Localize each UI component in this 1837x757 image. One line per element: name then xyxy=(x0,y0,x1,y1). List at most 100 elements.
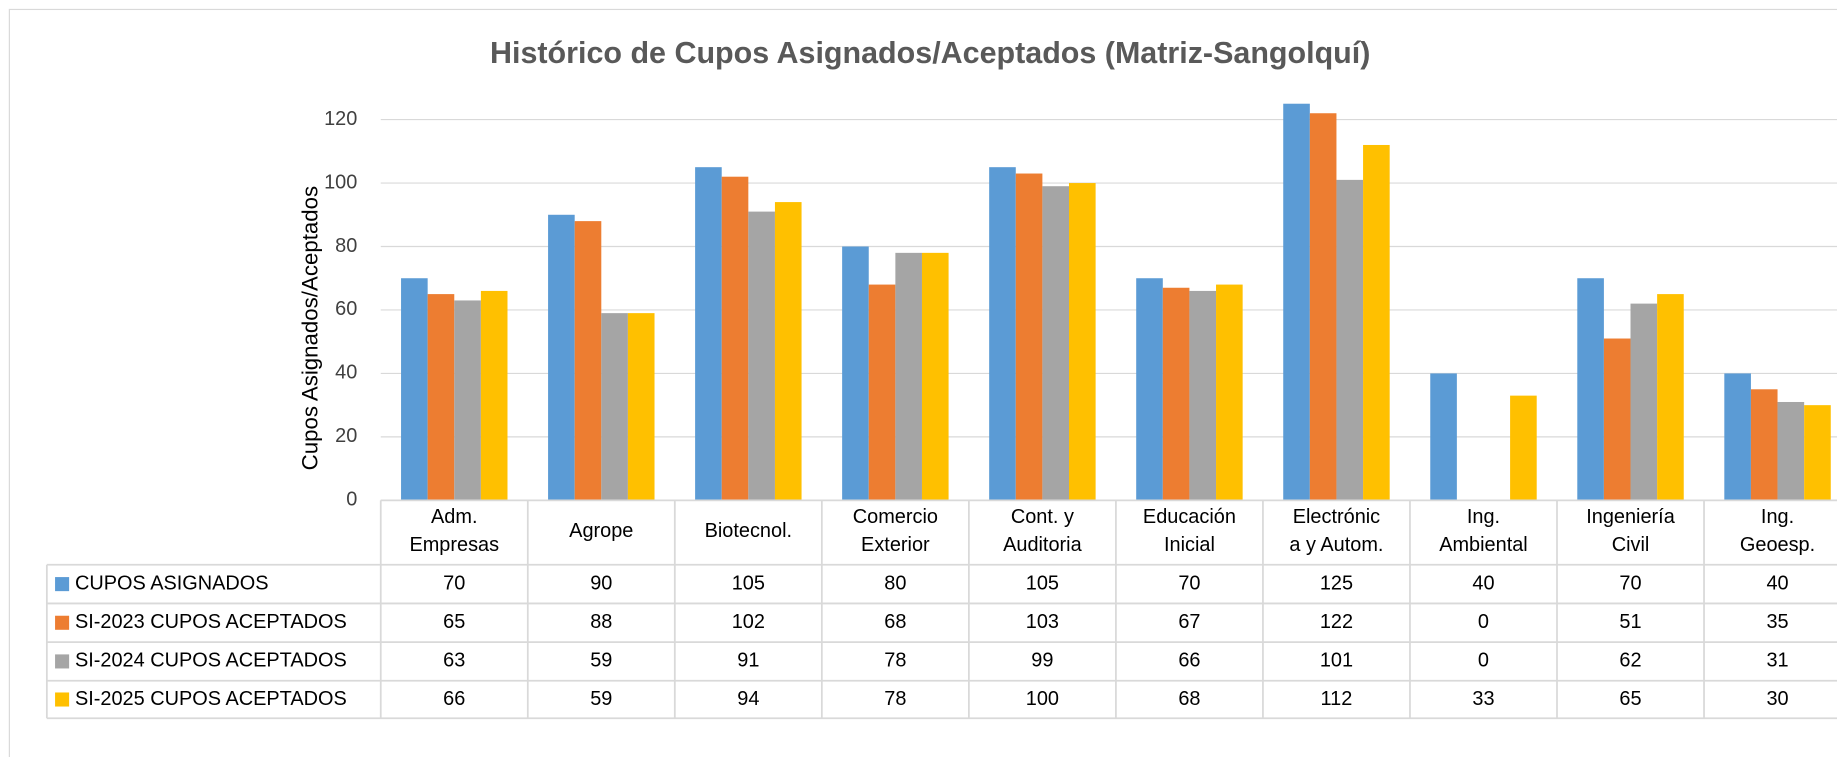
x-tick-label: Comercio Exterior xyxy=(853,506,938,556)
legend-label: CUPOS ASIGNADOS xyxy=(75,572,269,594)
bar xyxy=(1309,113,1337,501)
table-cell: 78 xyxy=(884,688,906,710)
table-cell: 40 xyxy=(1472,572,1494,594)
bar xyxy=(601,313,628,501)
bar xyxy=(548,214,575,501)
bar xyxy=(721,176,749,501)
x-tick-label: Adm. Empresas xyxy=(409,506,499,556)
bar xyxy=(1630,303,1658,501)
table-cell: 68 xyxy=(884,611,906,633)
y-tick-label: 80 xyxy=(335,235,357,257)
bar xyxy=(1603,338,1631,501)
legend-swatch xyxy=(55,577,70,592)
y-tick-label: 20 xyxy=(335,425,357,447)
bar xyxy=(1136,278,1163,501)
x-tick-label: Educación Inicial xyxy=(1143,506,1236,556)
table-cell: 62 xyxy=(1619,650,1641,672)
table-cell: 70 xyxy=(443,572,465,594)
bar xyxy=(454,300,481,501)
chart-title: Histórico de Cupos Asignados/Aceptados (… xyxy=(490,36,1370,70)
bar xyxy=(1162,287,1190,501)
legend-swatch xyxy=(55,654,70,669)
table-cell: 91 xyxy=(737,650,759,672)
bar xyxy=(842,246,869,501)
legend-swatch xyxy=(55,692,70,707)
table-cell: 101 xyxy=(1320,650,1353,672)
bar xyxy=(574,221,602,501)
bar xyxy=(627,313,655,501)
table-cell: 99 xyxy=(1031,650,1053,672)
bar xyxy=(1336,179,1364,501)
table-cell: 0 xyxy=(1478,650,1489,672)
table-cell: 112 xyxy=(1321,688,1353,710)
table-cell: 67 xyxy=(1178,611,1200,633)
table-cell: 30 xyxy=(1766,688,1788,710)
bar xyxy=(480,290,508,501)
y-tick-label: 120 xyxy=(324,108,357,130)
bar xyxy=(1430,373,1457,501)
bar xyxy=(868,284,896,501)
bar xyxy=(1657,294,1684,501)
table-cell: 65 xyxy=(443,611,465,633)
x-tick-label: Ingeniería Civil xyxy=(1586,506,1675,556)
bar xyxy=(748,211,775,501)
bar xyxy=(1069,183,1096,501)
bar xyxy=(427,294,455,501)
bar xyxy=(1510,395,1537,501)
table-cell: 105 xyxy=(1026,572,1059,594)
y-tick-label: 100 xyxy=(324,171,357,193)
table-cell: 51 xyxy=(1619,611,1641,633)
bar xyxy=(1804,405,1831,501)
table-cell: 70 xyxy=(1619,572,1641,594)
table-cell: 102 xyxy=(732,611,765,633)
table-cell: 0 xyxy=(1478,611,1489,633)
bar xyxy=(1015,173,1043,501)
x-tick-label: Ing. Ambiental xyxy=(1439,506,1528,556)
bar xyxy=(989,167,1016,501)
bar xyxy=(1042,186,1070,501)
x-tick-label: Biotecnol. xyxy=(705,520,792,542)
bar xyxy=(1216,284,1243,501)
table-cell: 40 xyxy=(1766,572,1788,594)
y-tick-label: 40 xyxy=(335,362,357,384)
x-tick-label: Agrope xyxy=(569,520,633,542)
table-cell: 33 xyxy=(1472,688,1494,710)
bar xyxy=(921,252,949,501)
y-tick-label: 60 xyxy=(335,298,357,320)
legend-swatch xyxy=(55,615,70,630)
table-cell: 105 xyxy=(732,572,765,594)
table-cell: 80 xyxy=(884,572,906,594)
x-tick-label: Electrónic a y Autom. xyxy=(1289,506,1383,556)
table-cell: 103 xyxy=(1026,611,1059,633)
bar xyxy=(1189,290,1217,501)
bar xyxy=(1577,278,1604,501)
legend-label: SI-2023 CUPOS ACEPTADOS xyxy=(75,611,347,633)
table-cell: 66 xyxy=(1178,650,1200,672)
table-cell: 94 xyxy=(737,688,759,710)
table-cell: 63 xyxy=(443,650,465,672)
bar xyxy=(1750,389,1778,501)
bar xyxy=(695,167,722,501)
table-cell: 66 xyxy=(443,688,465,710)
table-cell: 122 xyxy=(1320,611,1353,633)
x-tick-label: Cont. y Auditoria xyxy=(1003,506,1082,556)
y-tick-label: 0 xyxy=(346,489,357,511)
table-cell: 125 xyxy=(1320,572,1353,594)
table-cell: 59 xyxy=(590,650,612,672)
table-cell: 31 xyxy=(1766,650,1788,672)
bar xyxy=(1363,144,1390,501)
table-cell: 100 xyxy=(1026,688,1059,710)
bar xyxy=(1724,373,1751,501)
legend-label: SI-2025 CUPOS ACEPTADOS xyxy=(75,688,347,710)
table-cell: 35 xyxy=(1766,611,1788,633)
bar xyxy=(1777,401,1805,501)
bar xyxy=(1283,103,1310,501)
y-axis-label: Cupos Asignados/Aceptados xyxy=(298,186,323,471)
bar xyxy=(401,278,428,501)
table-cell: 90 xyxy=(590,572,612,594)
bar xyxy=(895,252,922,501)
table-cell: 65 xyxy=(1619,688,1641,710)
table-cell: 70 xyxy=(1178,572,1200,594)
table-cell: 88 xyxy=(590,611,612,633)
